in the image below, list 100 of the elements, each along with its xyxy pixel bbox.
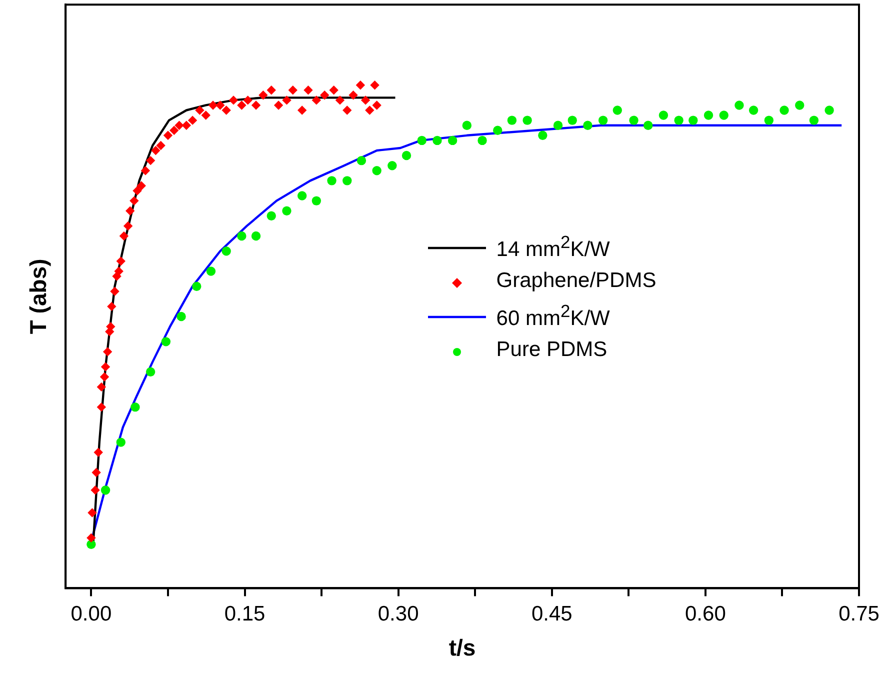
point bbox=[370, 80, 380, 90]
point bbox=[228, 96, 238, 105]
point bbox=[748, 106, 758, 115]
point bbox=[674, 116, 684, 125]
point bbox=[704, 110, 714, 120]
point bbox=[282, 96, 292, 105]
point bbox=[356, 80, 366, 90]
point bbox=[688, 116, 698, 125]
point bbox=[96, 382, 106, 392]
point bbox=[208, 100, 218, 110]
point bbox=[372, 100, 382, 110]
point bbox=[222, 106, 231, 115]
point bbox=[809, 116, 819, 125]
point bbox=[538, 130, 548, 140]
point bbox=[116, 256, 126, 266]
x-tick-label: 0.75 bbox=[838, 602, 880, 626]
point bbox=[170, 126, 179, 135]
point bbox=[216, 100, 225, 110]
point bbox=[125, 206, 135, 216]
point bbox=[107, 302, 116, 312]
point bbox=[195, 106, 204, 115]
point bbox=[237, 100, 246, 110]
point bbox=[320, 90, 330, 100]
point bbox=[266, 86, 276, 95]
point bbox=[507, 116, 517, 125]
x-tick-label: 0.60 bbox=[685, 602, 726, 626]
point bbox=[136, 181, 146, 190]
point bbox=[100, 362, 110, 372]
x-tick-label: 0.30 bbox=[378, 602, 419, 626]
point bbox=[243, 96, 252, 105]
point bbox=[824, 106, 834, 115]
point bbox=[251, 231, 261, 241]
point bbox=[553, 120, 563, 130]
y-axis-title: T (abs) bbox=[25, 258, 52, 334]
point bbox=[522, 116, 532, 125]
point bbox=[94, 448, 103, 457]
point bbox=[297, 106, 307, 115]
point bbox=[222, 246, 231, 256]
point bbox=[348, 90, 358, 100]
point bbox=[110, 286, 120, 296]
point bbox=[96, 402, 106, 412]
point bbox=[119, 231, 129, 241]
point bbox=[201, 110, 210, 120]
legend-label: 14 mm$^{2}$K/W bbox=[496, 231, 610, 264]
point bbox=[335, 96, 345, 105]
legend-label: Pure PDMS bbox=[496, 337, 608, 364]
point bbox=[114, 266, 124, 276]
point bbox=[478, 136, 487, 146]
point bbox=[402, 150, 412, 160]
point bbox=[432, 136, 442, 146]
point bbox=[583, 120, 592, 130]
point bbox=[658, 110, 668, 120]
point bbox=[462, 120, 472, 130]
point bbox=[365, 106, 374, 115]
point bbox=[568, 116, 577, 125]
point bbox=[88, 508, 97, 518]
point bbox=[92, 468, 101, 478]
point bbox=[100, 485, 110, 495]
point bbox=[372, 166, 382, 176]
x-axis-title: t/s bbox=[448, 634, 476, 661]
point bbox=[356, 156, 366, 166]
point bbox=[274, 100, 284, 110]
point bbox=[116, 438, 126, 447]
point bbox=[312, 96, 322, 105]
point bbox=[106, 322, 116, 332]
point bbox=[176, 312, 186, 322]
point bbox=[123, 221, 133, 231]
point bbox=[304, 86, 313, 95]
point bbox=[156, 140, 166, 150]
point bbox=[266, 211, 276, 221]
point bbox=[448, 136, 458, 146]
point bbox=[188, 116, 198, 125]
point bbox=[644, 120, 653, 130]
point bbox=[417, 136, 426, 146]
point bbox=[795, 100, 804, 110]
point bbox=[146, 156, 156, 166]
point bbox=[258, 90, 268, 100]
point bbox=[598, 116, 608, 125]
point bbox=[493, 126, 502, 135]
point bbox=[251, 100, 261, 110]
point bbox=[206, 266, 216, 276]
x-tick-label: 0.00 bbox=[70, 602, 112, 626]
point bbox=[146, 367, 156, 376]
point bbox=[237, 231, 246, 241]
point bbox=[100, 372, 110, 382]
point bbox=[329, 86, 338, 95]
x-tick-label: 0.15 bbox=[224, 602, 266, 626]
point bbox=[764, 116, 774, 125]
point bbox=[297, 191, 307, 200]
point bbox=[327, 176, 336, 186]
point bbox=[130, 402, 140, 412]
point bbox=[282, 206, 292, 216]
point bbox=[161, 337, 171, 346]
point bbox=[174, 120, 184, 130]
point bbox=[288, 86, 298, 95]
legend-label: Graphene/PDMS bbox=[496, 268, 656, 294]
point bbox=[719, 110, 728, 120]
point bbox=[734, 100, 744, 110]
point bbox=[360, 96, 370, 105]
point bbox=[151, 146, 160, 156]
